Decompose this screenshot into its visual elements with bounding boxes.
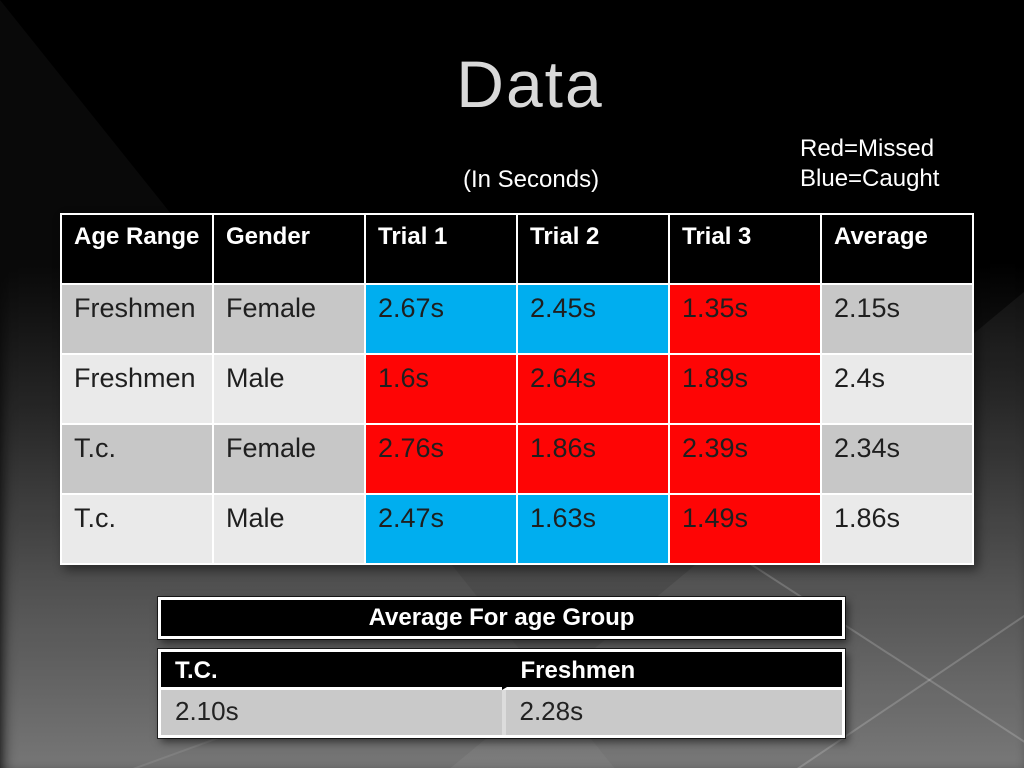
age-group-average-table: T.C. Freshmen 2.10s 2.28s [157, 648, 846, 739]
trial-cell: 1.49s [668, 493, 822, 565]
trial-cell: 1.89s [668, 353, 822, 425]
color-legend: Red=Missed Blue=Caught [800, 134, 939, 194]
gender-cell: Male [212, 353, 366, 425]
header-gender: Gender [212, 213, 366, 285]
trial-cell: 1.6s [364, 353, 518, 425]
age-range-cell: Freshmen [60, 283, 214, 355]
trial-cell: 2.47s [364, 493, 518, 565]
gender-cell: Male [212, 493, 366, 565]
legend-missed-label: Red=Missed [800, 135, 935, 162]
legend-caught-label: Blue=Caught [800, 165, 940, 192]
trial-cell: 2.39s [668, 423, 822, 495]
summary-value-freshmen: 2.28s [501, 690, 842, 735]
header-average: Average [820, 213, 974, 285]
header-trial-3: Trial 3 [668, 213, 822, 285]
trial-cell: 2.67s [364, 283, 518, 355]
summary-value-tc: 2.10s [161, 690, 502, 735]
header-age-range: Age Range [60, 213, 214, 285]
slide-title: Data [456, 47, 604, 121]
gender-cell: Female [212, 423, 366, 495]
header-trial-2: Trial 2 [516, 213, 670, 285]
table-row: T.c. Male 2.47s 1.63s 1.49s 1.86s [60, 493, 974, 565]
summary-header-freshmen: Freshmen [501, 652, 842, 690]
summary-header-tc: T.C. [161, 652, 502, 690]
trial-cell: 2.64s [516, 353, 670, 425]
table-row: T.c. Female 2.76s 1.86s 2.39s 2.34s [60, 423, 974, 495]
age-range-cell: T.c. [60, 493, 214, 565]
trials-data-table: Age Range Gender Trial 1 Trial 2 Trial 3… [60, 213, 974, 565]
average-cell: 1.86s [820, 493, 974, 565]
header-trial-1: Trial 1 [364, 213, 518, 285]
trial-cell: 2.45s [516, 283, 670, 355]
average-cell: 2.4s [820, 353, 974, 425]
trial-cell: 2.76s [364, 423, 518, 495]
table-row: Freshmen Female 2.67s 2.45s 1.35s 2.15s [60, 283, 974, 355]
age-range-cell: Freshmen [60, 353, 214, 425]
trial-cell: 1.63s [516, 493, 670, 565]
gender-cell: Female [212, 283, 366, 355]
summary-title-banner: Average For age Group [157, 596, 846, 640]
average-cell: 2.34s [820, 423, 974, 495]
trial-cell: 1.35s [668, 283, 822, 355]
age-range-cell: T.c. [60, 423, 214, 495]
units-subtitle: (In Seconds) [463, 166, 600, 193]
table-header-row: Age Range Gender Trial 1 Trial 2 Trial 3… [60, 213, 974, 285]
trial-cell: 1.86s [516, 423, 670, 495]
table-row: Freshmen Male 1.6s 2.64s 1.89s 2.4s [60, 353, 974, 425]
average-cell: 2.15s [820, 283, 974, 355]
